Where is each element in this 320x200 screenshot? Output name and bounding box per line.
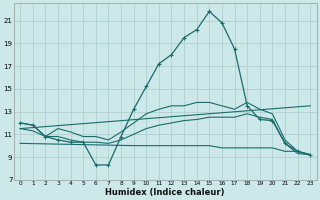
X-axis label: Humidex (Indice chaleur): Humidex (Indice chaleur)	[106, 188, 225, 197]
